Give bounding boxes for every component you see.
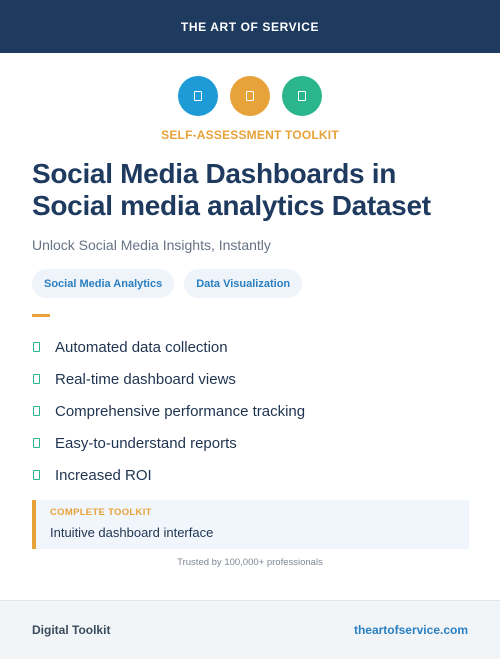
- feature-item: Easy-to-understand reports: [32, 427, 472, 459]
- trust-note: Trusted by 100,000+ professionals: [177, 557, 323, 568]
- tag-list: Social Media Analytics Data Visualizatio…: [32, 269, 303, 298]
- doc-icon: [178, 76, 218, 116]
- feature-label: Comprehensive performance tracking: [55, 402, 306, 420]
- feature-label: Easy-to-understand reports: [55, 434, 237, 452]
- doc-icon: [230, 76, 270, 116]
- feature-item: Comprehensive performance tracking: [32, 395, 472, 427]
- kicker: SELF-ASSESSMENT TOOLKIT: [161, 128, 339, 142]
- doc-icon: [282, 76, 322, 116]
- tag-data-visualization: Data Visualization: [184, 269, 303, 298]
- subtitle: Unlock Social Media Insights, Instantly: [32, 237, 271, 253]
- page-title: Social Media Dashboards in Social media …: [32, 158, 431, 221]
- footer-label: Digital Toolkit: [32, 623, 111, 637]
- callout-label: COMPLETE TOOLKIT: [50, 507, 152, 518]
- tag-social-media-analytics: Social Media Analytics: [32, 269, 175, 298]
- check-icon: [33, 470, 40, 480]
- brand-name: THE ART OF SERVICE: [180, 19, 320, 34]
- top-banner: THE ART OF SERVICE: [0, 0, 500, 53]
- callout-text: Intuitive dashboard interface: [50, 525, 214, 540]
- check-icon: [33, 438, 40, 448]
- check-icon: [33, 374, 40, 384]
- icon-row: [0, 76, 500, 116]
- feature-list: Automated data collection Real-time dash…: [32, 331, 472, 491]
- feature-label: Automated data collection: [55, 338, 228, 356]
- feature-label: Real-time dashboard views: [55, 370, 236, 388]
- footer: Digital Toolkit theartofservice.com: [0, 600, 500, 659]
- feature-item: Real-time dashboard views: [32, 363, 472, 395]
- feature-label: Increased ROI: [55, 466, 152, 484]
- check-icon: [33, 342, 40, 352]
- accent-divider: [32, 314, 50, 317]
- check-icon: [33, 406, 40, 416]
- feature-item: Increased ROI: [32, 459, 472, 491]
- feature-item: Automated data collection: [32, 331, 472, 363]
- website-link[interactable]: theartofservice.com: [353, 623, 468, 637]
- toolkit-callout: COMPLETE TOOLKIT Intuitive dashboard int…: [32, 500, 469, 549]
